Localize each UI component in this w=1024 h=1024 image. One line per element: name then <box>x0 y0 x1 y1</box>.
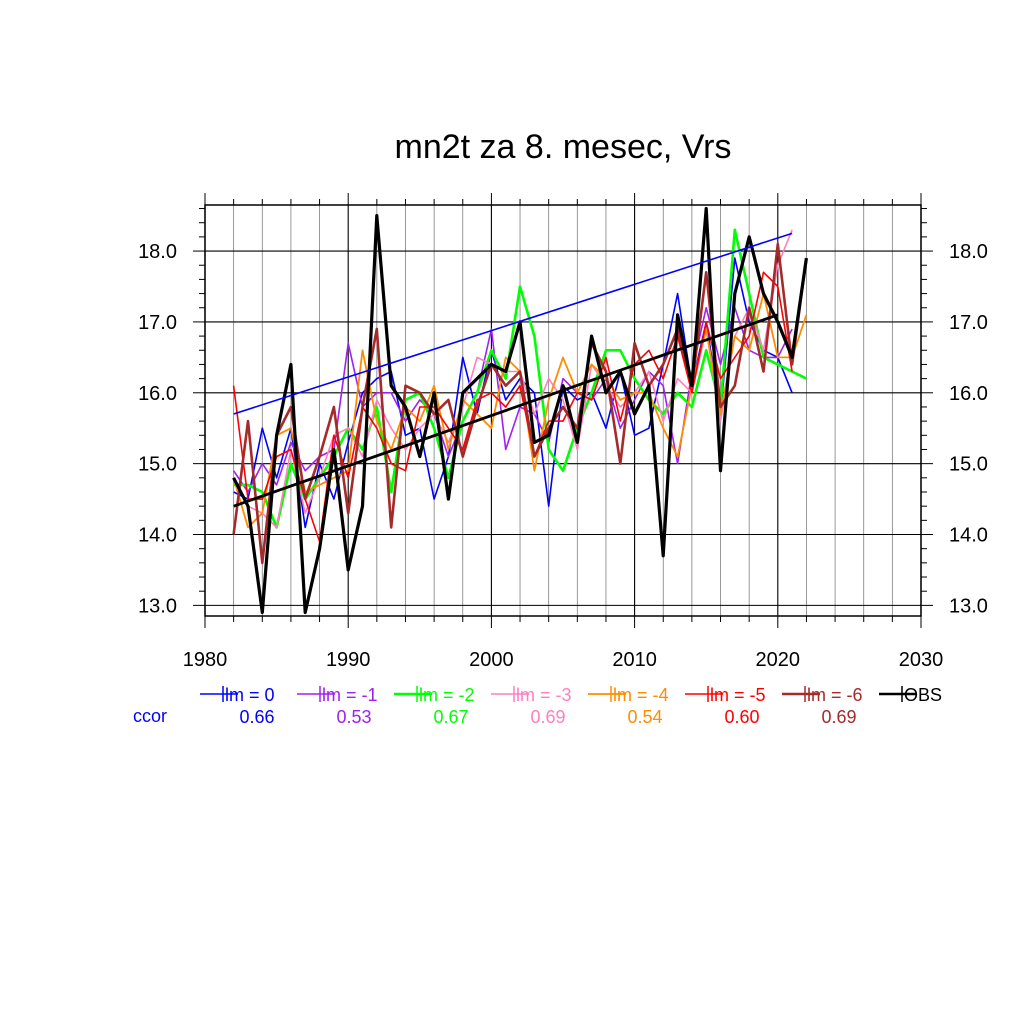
y-tick-label-left: 17.0 <box>138 312 177 334</box>
legend: ccor lm = 00.66 lm = -10.53 lm = -20.67 lm =… <box>133 685 942 727</box>
y-tick-label-right: 16.0 <box>949 383 988 405</box>
series-line-lm-1 <box>232 306 793 493</box>
legend-ccor-value: 0.69 <box>821 707 856 727</box>
legend-ccor-value: 0.69 <box>530 707 565 727</box>
legend-entry-label: lm = -4 <box>613 685 669 705</box>
y-tick-label-left: 13.0 <box>138 595 177 617</box>
legend-entry-label: lm = -3 <box>516 685 572 705</box>
x-tick-label: 2000 <box>469 649 514 671</box>
trend-lines <box>233 232 793 508</box>
legend-entry-label: lm = -1 <box>322 685 378 705</box>
legend-ccor-value: 0.54 <box>627 707 662 727</box>
tick-labels: 1980 1990 2000 2010 2020 2030 13.0 13.0 14.0 14.0… <box>138 241 988 671</box>
legend-entry-label: lm = 0 <box>225 685 275 705</box>
legend-entry-label: lm = -5 <box>710 685 766 705</box>
y-tick-label-right: 18.0 <box>949 241 988 263</box>
legend-ccor-value: 0.66 <box>239 707 274 727</box>
x-tick-label: 2020 <box>756 649 801 671</box>
series-line-lm-2 <box>233 228 807 529</box>
y-tick-label-right: 14.0 <box>949 525 988 547</box>
y-tick-label-left: 15.0 <box>138 454 177 476</box>
y-tick-label-left: 14.0 <box>138 525 177 547</box>
legend-ccor-value: 0.60 <box>724 707 759 727</box>
plot-frame <box>204 204 922 617</box>
y-tick-label-right: 15.0 <box>949 454 988 476</box>
y-tick-label-right: 13.0 <box>949 595 988 617</box>
trend-line <box>233 232 793 415</box>
legend-ccor-value: 0.67 <box>433 707 468 727</box>
y-tick-label-left: 18.0 <box>138 241 177 263</box>
x-tick-label: 1990 <box>326 649 371 671</box>
ccor-label: ccor <box>133 706 167 726</box>
y-tick-label-left: 16.0 <box>138 383 177 405</box>
legend-ccor-value: 0.53 <box>336 707 371 727</box>
x-tick-label: 2030 <box>899 649 944 671</box>
axis-ticks <box>193 193 933 628</box>
x-tick-label: 2010 <box>612 649 657 671</box>
legend-entry-label: lm = -2 <box>419 685 475 705</box>
legend-entry-label: lm = -6 <box>807 685 863 705</box>
grid-lines <box>204 205 922 616</box>
y-tick-label-right: 17.0 <box>949 312 988 334</box>
legend-entry-label: OBS <box>904 685 942 705</box>
x-tick-label: 1980 <box>183 649 228 671</box>
trend-line <box>233 313 779 508</box>
chart-title: mn2t za 8. mesec, Vrs <box>395 128 732 166</box>
